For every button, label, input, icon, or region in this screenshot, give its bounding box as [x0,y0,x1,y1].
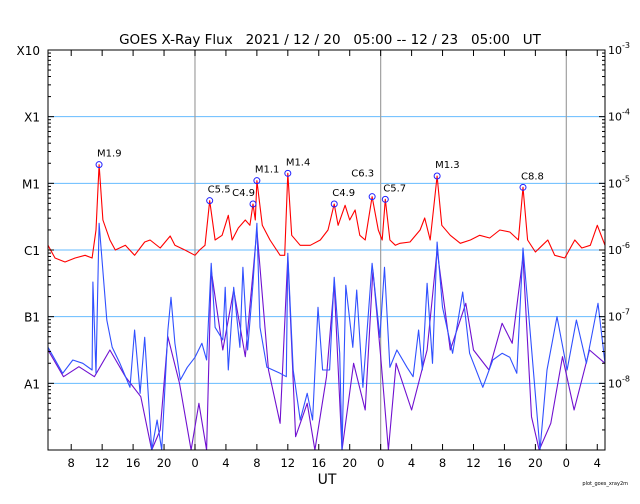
x-tick-label: 8 [439,456,446,470]
flare-label: C4.9 [232,188,255,199]
x-tick-label: 12 [280,456,295,470]
x-tick-label: 20 [342,456,357,470]
y-tick-label-left: X1 [24,111,40,125]
x-tick-label: 16 [311,456,326,470]
flare-label: M1.9 [97,149,122,160]
x-tick-label: 16 [497,456,512,470]
axes: 8 12 16 20 0 4 8 12 16 20 0 4 8 12 16 20 0 4 X10 X1 M1 C1 B1 A1… [17,41,630,470]
exponent: -3 [622,41,630,50]
flare-label: C5.5 [208,185,231,196]
exponent: -4 [622,108,630,117]
x-tick-label: 0 [191,456,198,470]
x-tick-label: 12 [466,456,481,470]
y-tick-label-right: 10-8 [608,374,630,390]
flare-label: M1.3 [435,160,460,171]
series-lines [47,164,606,451]
y-tick-label-left: M1 [22,177,40,191]
flare-marker [253,177,261,185]
chart-title: GOES X-Ray Flux 2021 / 12 / 20 05:00 -- … [119,32,542,48]
flare-label: M1.1 [255,165,280,176]
x-tick-label: 0 [377,456,384,470]
x-tick-label: 4 [222,456,229,470]
exponent: -7 [622,308,630,317]
exponent: -5 [622,174,630,183]
flare-marker [249,200,257,208]
y-tick-label-right: 10-3 [608,41,630,57]
y-tick-label-right: 10-5 [608,174,630,190]
series-line-long [47,164,606,263]
series-line-short [47,229,606,451]
flare-marker [519,183,527,191]
exponent-base: 10 [608,177,622,190]
grid-lines [48,50,605,450]
y-tick-label-left: X10 [17,44,41,58]
exponent-base: 10 [608,311,622,324]
flare-marker [433,172,441,180]
y-tick-label-right: 10-6 [608,241,630,257]
exponent-base: 10 [608,111,622,124]
x-tick-label: 4 [408,456,415,470]
flare-marker [330,200,338,208]
series-line-short [47,222,606,451]
flare-marker [206,197,214,205]
flare-label: C6.3 [351,169,374,180]
flare-marker [368,193,376,201]
flare-marker [381,195,389,203]
exponent-base: 10 [608,244,622,257]
y-tick-label-right: 10-7 [608,308,630,324]
flare-label: C5.7 [383,183,406,194]
x-tick-label: 4 [594,456,601,470]
x-axis-label: UT [318,472,337,488]
y-tick-label-left: A1 [24,377,40,391]
credit-caption: plot_goes_xray2m [582,481,628,487]
flare-markers: M1.9C5.5 C4.9M1.1M1.4C4.9C6.3C5.7M1.3C8.8 [95,149,544,208]
flare-marker [95,161,103,169]
y-tick-label-right: 10-4 [608,108,630,124]
x-tick-label: 0 [563,456,570,470]
x-tick-label: 8 [68,456,75,470]
exponent: -8 [622,374,630,383]
exponent-base: 10 [608,377,622,390]
x-tick-label: 20 [528,456,543,470]
exponent: -6 [622,241,630,250]
x-tick-label: 16 [126,456,141,470]
flare-label: M1.4 [286,157,311,168]
flare-label: C4.9 [332,188,355,199]
x-tick-label: 8 [253,456,260,470]
exponent-base: 10 [608,44,622,57]
x-tick-label: 12 [95,456,110,470]
y-tick-label-left: B1 [24,311,40,325]
flare-label: C8.8 [521,171,544,182]
flare-marker [284,169,292,177]
x-tick-label: 20 [157,456,172,470]
y-tick-label-left: C1 [24,244,40,258]
